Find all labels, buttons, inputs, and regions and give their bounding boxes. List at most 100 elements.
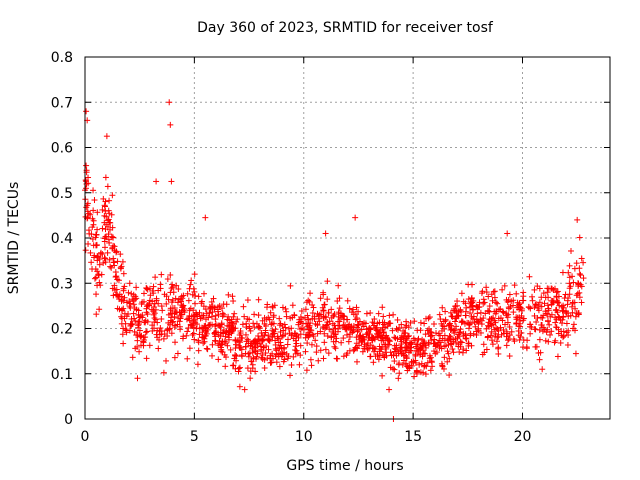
- data-point: [244, 297, 251, 304]
- data-point: [120, 270, 127, 277]
- data-point: [330, 330, 337, 337]
- data-point: [429, 363, 436, 370]
- data-point: [126, 280, 133, 287]
- data-point: [227, 346, 234, 353]
- data-point: [566, 291, 573, 298]
- data-point: [273, 359, 280, 366]
- data-point: [297, 342, 304, 349]
- data-point: [395, 375, 402, 382]
- data-point: [485, 293, 492, 300]
- data-point: [334, 328, 341, 335]
- data-point: [96, 279, 103, 286]
- data-point: [241, 313, 248, 320]
- data-point: [554, 353, 561, 360]
- data-point: [524, 337, 531, 344]
- data-point: [506, 323, 513, 330]
- data-point: [359, 348, 366, 355]
- data-point: [576, 294, 583, 301]
- data-point: [117, 251, 124, 258]
- data-point: [254, 350, 261, 357]
- data-point: [375, 356, 382, 363]
- x-tick-label: 20: [514, 429, 532, 445]
- data-point: [402, 337, 409, 344]
- data-point: [427, 328, 434, 335]
- data-point: [418, 360, 425, 367]
- data-point: [153, 295, 160, 302]
- data-point: [269, 350, 276, 357]
- data-point: [115, 277, 122, 284]
- data-point: [403, 354, 410, 361]
- data-point: [136, 348, 143, 355]
- data-point: [94, 209, 101, 216]
- data-point: [570, 321, 577, 328]
- data-point: [330, 326, 337, 333]
- data-point: [473, 332, 480, 339]
- data-point: [293, 347, 300, 354]
- data-point: [538, 294, 545, 301]
- data-point: [238, 334, 245, 341]
- data-point: [456, 348, 463, 355]
- data-point: [106, 197, 113, 204]
- data-point: [553, 324, 560, 331]
- data-point: [109, 192, 116, 199]
- data-point: [90, 207, 97, 214]
- data-point: [234, 316, 241, 323]
- data-point: [167, 289, 174, 296]
- data-point: [91, 197, 98, 204]
- data-point: [297, 331, 304, 338]
- data-point: [220, 301, 227, 308]
- data-point: [109, 234, 116, 241]
- data-point: [216, 337, 223, 344]
- data-point: [133, 284, 140, 291]
- data-point: [118, 263, 125, 270]
- data-point: [457, 338, 464, 345]
- data-point: [172, 295, 179, 302]
- data-point: [335, 318, 342, 325]
- data-point: [310, 304, 317, 311]
- data-point: [163, 300, 170, 307]
- data-point: [198, 298, 205, 305]
- data-point: [417, 319, 424, 326]
- data-point: [120, 325, 127, 332]
- data-point: [105, 223, 112, 230]
- data-point: [379, 304, 386, 311]
- data-point: [118, 320, 125, 327]
- data-point: [94, 226, 101, 233]
- data-point: [422, 371, 429, 378]
- data-point: [487, 332, 494, 339]
- data-point: [244, 315, 251, 322]
- data-point: [303, 367, 310, 374]
- data-point: [143, 355, 150, 362]
- x-tick-label: 5: [190, 429, 199, 445]
- data-point: [171, 354, 178, 361]
- data-point: [324, 278, 331, 285]
- data-point: [476, 304, 483, 311]
- data-point: [536, 336, 543, 343]
- data-point: [197, 315, 204, 322]
- data-point: [480, 296, 487, 303]
- data-point: [494, 300, 501, 307]
- data-point: [485, 319, 492, 326]
- data-point: [570, 279, 577, 286]
- data-point: [428, 337, 435, 344]
- data-point: [538, 322, 545, 329]
- data-point: [391, 334, 398, 341]
- data-point: [229, 293, 236, 300]
- data-point: [167, 121, 174, 128]
- y-tick-label: 0.7: [51, 95, 73, 111]
- data-point: [167, 271, 174, 278]
- data-point: [533, 319, 540, 326]
- data-point: [559, 307, 566, 314]
- data-point: [238, 353, 245, 360]
- data-points: [82, 99, 587, 422]
- data-point: [202, 316, 209, 323]
- data-point: [511, 282, 518, 289]
- data-point: [217, 329, 224, 336]
- data-point: [240, 303, 247, 310]
- data-point: [402, 360, 409, 367]
- data-point: [130, 310, 137, 317]
- data-point: [427, 367, 434, 374]
- data-point: [390, 311, 397, 318]
- data-point: [494, 334, 501, 341]
- data-point: [458, 318, 465, 325]
